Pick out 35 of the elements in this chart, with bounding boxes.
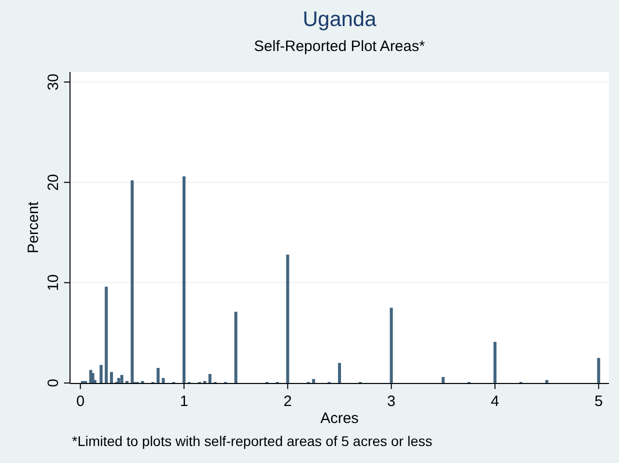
x-tick-label: 2 <box>284 393 292 410</box>
y-tick-label: 10 <box>45 274 62 292</box>
x-tick-label: 3 <box>387 393 396 410</box>
bar <box>100 364 103 383</box>
y-axis-title: Percent <box>25 200 42 254</box>
x-tick-label: 0 <box>76 393 85 410</box>
bar <box>208 374 212 383</box>
bar <box>442 376 445 383</box>
bar <box>234 312 238 383</box>
bar <box>545 380 548 383</box>
bar <box>117 378 120 383</box>
bar <box>182 176 186 383</box>
bar <box>156 368 160 383</box>
chart-subtitle: Self-Reported Plot Areas* <box>254 38 426 55</box>
y-tick-label: 30 <box>45 74 62 90</box>
bar <box>286 254 290 383</box>
bar <box>110 372 113 383</box>
y-tick-label: 20 <box>45 174 62 191</box>
bar <box>120 374 124 383</box>
x-tick-label: 5 <box>594 393 603 410</box>
bar <box>597 358 600 383</box>
bar <box>104 286 108 383</box>
bar <box>312 378 316 383</box>
bar <box>130 180 134 383</box>
y-tick-label: 0 <box>45 378 62 388</box>
chart-title: Uganda <box>302 8 377 31</box>
text: *Limited to plots with self-reported areas of 5 acres or less <box>72 433 432 449</box>
bar <box>91 372 94 383</box>
x-tick-label: 4 <box>490 393 500 410</box>
bar <box>338 362 341 383</box>
bar <box>162 378 165 383</box>
x-tick-label: 1 <box>180 393 188 410</box>
x-axis-title: Acres <box>320 410 359 427</box>
bar <box>390 308 393 383</box>
bar <box>493 342 496 383</box>
